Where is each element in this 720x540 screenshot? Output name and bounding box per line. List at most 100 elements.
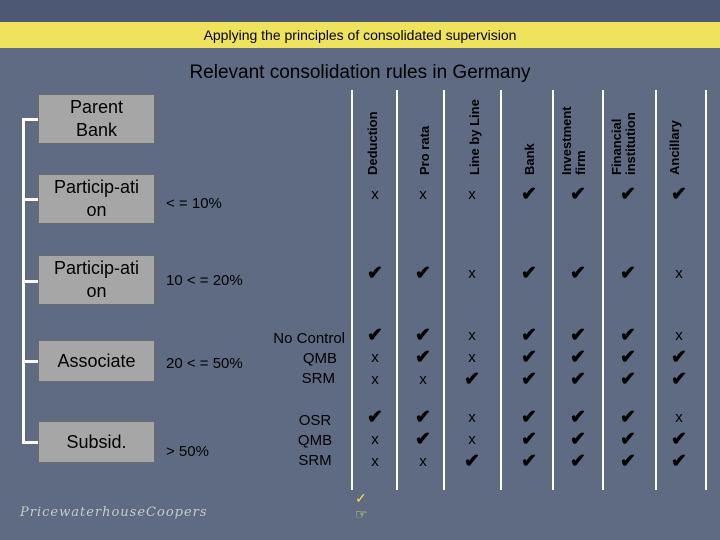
cross-mark: x <box>675 327 683 344</box>
cross-mark: x <box>419 453 427 470</box>
grid-cell: x <box>403 184 443 206</box>
grid-cell: ✔ ✔ ✔ <box>509 407 549 473</box>
check-mark: ✔ <box>620 429 636 450</box>
page-subtitle: Relevant consolidation rules in Germany <box>189 62 531 83</box>
grid-cell: ✔ ✔ ✔ <box>608 325 648 391</box>
connector-tick-row3 <box>22 360 38 363</box>
cross-mark: x <box>675 409 683 426</box>
control-labels-subsidiary: OSR QMB SRM <box>285 411 345 471</box>
grid-cell: x <box>452 184 492 206</box>
grid-cell: x <box>452 263 492 285</box>
cross-mark: x <box>468 431 476 448</box>
cross-mark: x <box>371 371 379 388</box>
grid-cell: ✔ ✔ x <box>403 407 443 473</box>
grid-cell: ✔ <box>608 184 648 206</box>
parent-bank-box: Parent Bank <box>38 94 155 144</box>
grid-cell: x x ✔ <box>452 407 492 473</box>
cross-mark: x <box>371 431 379 448</box>
column-separator <box>655 90 657 490</box>
column-header-financial-institution: Financial institution <box>609 112 638 175</box>
check-mark: ✔ <box>521 347 537 368</box>
cross-mark: x <box>468 186 476 203</box>
control-label: No Control <box>273 330 345 347</box>
column-header-ancillary: Ancillary <box>667 120 682 175</box>
grid-cell: ✔ ✔ ✔ <box>558 407 598 473</box>
grid-cell: ✔ <box>558 184 598 206</box>
check-mark: ✔ <box>620 184 636 205</box>
row-box-associate: Associate <box>38 340 155 382</box>
cross-mark: x <box>371 453 379 470</box>
connector-tick-row2 <box>22 280 38 283</box>
column-separator <box>500 90 502 490</box>
check-mark: ✔ <box>521 325 537 346</box>
check-mark: ✔ <box>415 263 431 284</box>
cross-mark: x <box>419 371 427 388</box>
check-mark: ✔ <box>415 325 431 346</box>
column-separator <box>396 90 398 490</box>
grid-cell: ✔ ✔ ✔ <box>558 325 598 391</box>
page-title: Applying the principles of consolidated … <box>0 22 720 48</box>
check-mark: ✔ <box>521 429 537 450</box>
cross-mark: x <box>468 349 476 366</box>
row-box-subsidiary: Subsid. <box>38 421 155 463</box>
row-box-participation-10: Particip-ation <box>38 174 155 224</box>
grid-cell: x <box>659 263 699 285</box>
check-mark: ✔ <box>464 451 480 472</box>
check-mark: ✔ <box>521 407 537 428</box>
check-mark: ✔ <box>620 263 636 284</box>
grid-cell: ✔ <box>355 263 395 285</box>
column-header-pro-rata: Pro rata <box>417 125 432 175</box>
check-mark: ✔ <box>620 347 636 368</box>
grid-cell: ✔ <box>659 184 699 206</box>
control-label: QMB <box>297 432 333 449</box>
check-mark: ✔ <box>570 347 586 368</box>
grid-cell: x x ✔ <box>452 325 492 391</box>
check-mark: ✔ <box>521 263 537 284</box>
check-mark: ✔ <box>521 451 537 472</box>
check-mark: ✔ <box>521 184 537 205</box>
column-separator <box>443 90 445 490</box>
range-label: 10 < = 20% <box>166 272 243 289</box>
connector-tick-row4 <box>22 441 38 444</box>
control-label: SRM <box>298 452 332 469</box>
control-label: OSR <box>298 412 332 429</box>
column-separator <box>351 90 353 490</box>
grid-cell: ✔ x x <box>355 325 395 391</box>
check-mark: ✔ <box>620 325 636 346</box>
cross-mark: x <box>371 349 379 366</box>
grid-cell: x ✔ ✔ <box>659 325 699 391</box>
check-mark: ✔ <box>570 325 586 346</box>
check-mark: ✔ <box>367 325 383 346</box>
range-label: > 50% <box>166 443 209 460</box>
check-mark: ✔ <box>415 407 431 428</box>
cross-mark: x <box>468 327 476 344</box>
grid-cell: x <box>355 184 395 206</box>
check-mark: ✔ <box>570 263 586 284</box>
pointer-legend-icon: ☞ <box>355 506 368 522</box>
cross-mark: x <box>419 186 427 203</box>
column-header-line-by-line: Line by Line <box>467 99 482 175</box>
column-separator <box>705 90 707 490</box>
control-labels-associate: No Control QMB SRM <box>250 329 345 389</box>
grid-cell: ✔ <box>403 263 443 285</box>
company-logo: PricewaterhouseCoopers <box>20 505 208 520</box>
control-label: QMB <box>302 350 337 367</box>
grid-cell: ✔ <box>509 184 549 206</box>
range-label: 20 < = 50% <box>166 355 243 372</box>
check-mark: ✔ <box>464 369 480 390</box>
grid-cell: x ✔ ✔ <box>659 407 699 473</box>
connector-tick-parent <box>22 118 38 121</box>
grid-cell: ✔ ✔ ✔ <box>509 325 549 391</box>
check-mark: ✔ <box>620 369 636 390</box>
connector-tick-row1 <box>22 198 38 201</box>
legend: ✓ ☞ <box>355 490 368 522</box>
grid-cell: ✔ <box>608 263 648 285</box>
cross-mark: x <box>371 186 379 203</box>
check-legend-icon: ✓ <box>355 490 367 506</box>
grid-cell: ✔ ✔ x <box>403 325 443 391</box>
check-mark: ✔ <box>570 429 586 450</box>
row-label: Particip-ation <box>53 177 140 220</box>
column-separator <box>552 90 554 490</box>
column-header-deduction: Deduction <box>365 111 380 175</box>
check-mark: ✔ <box>671 451 687 472</box>
